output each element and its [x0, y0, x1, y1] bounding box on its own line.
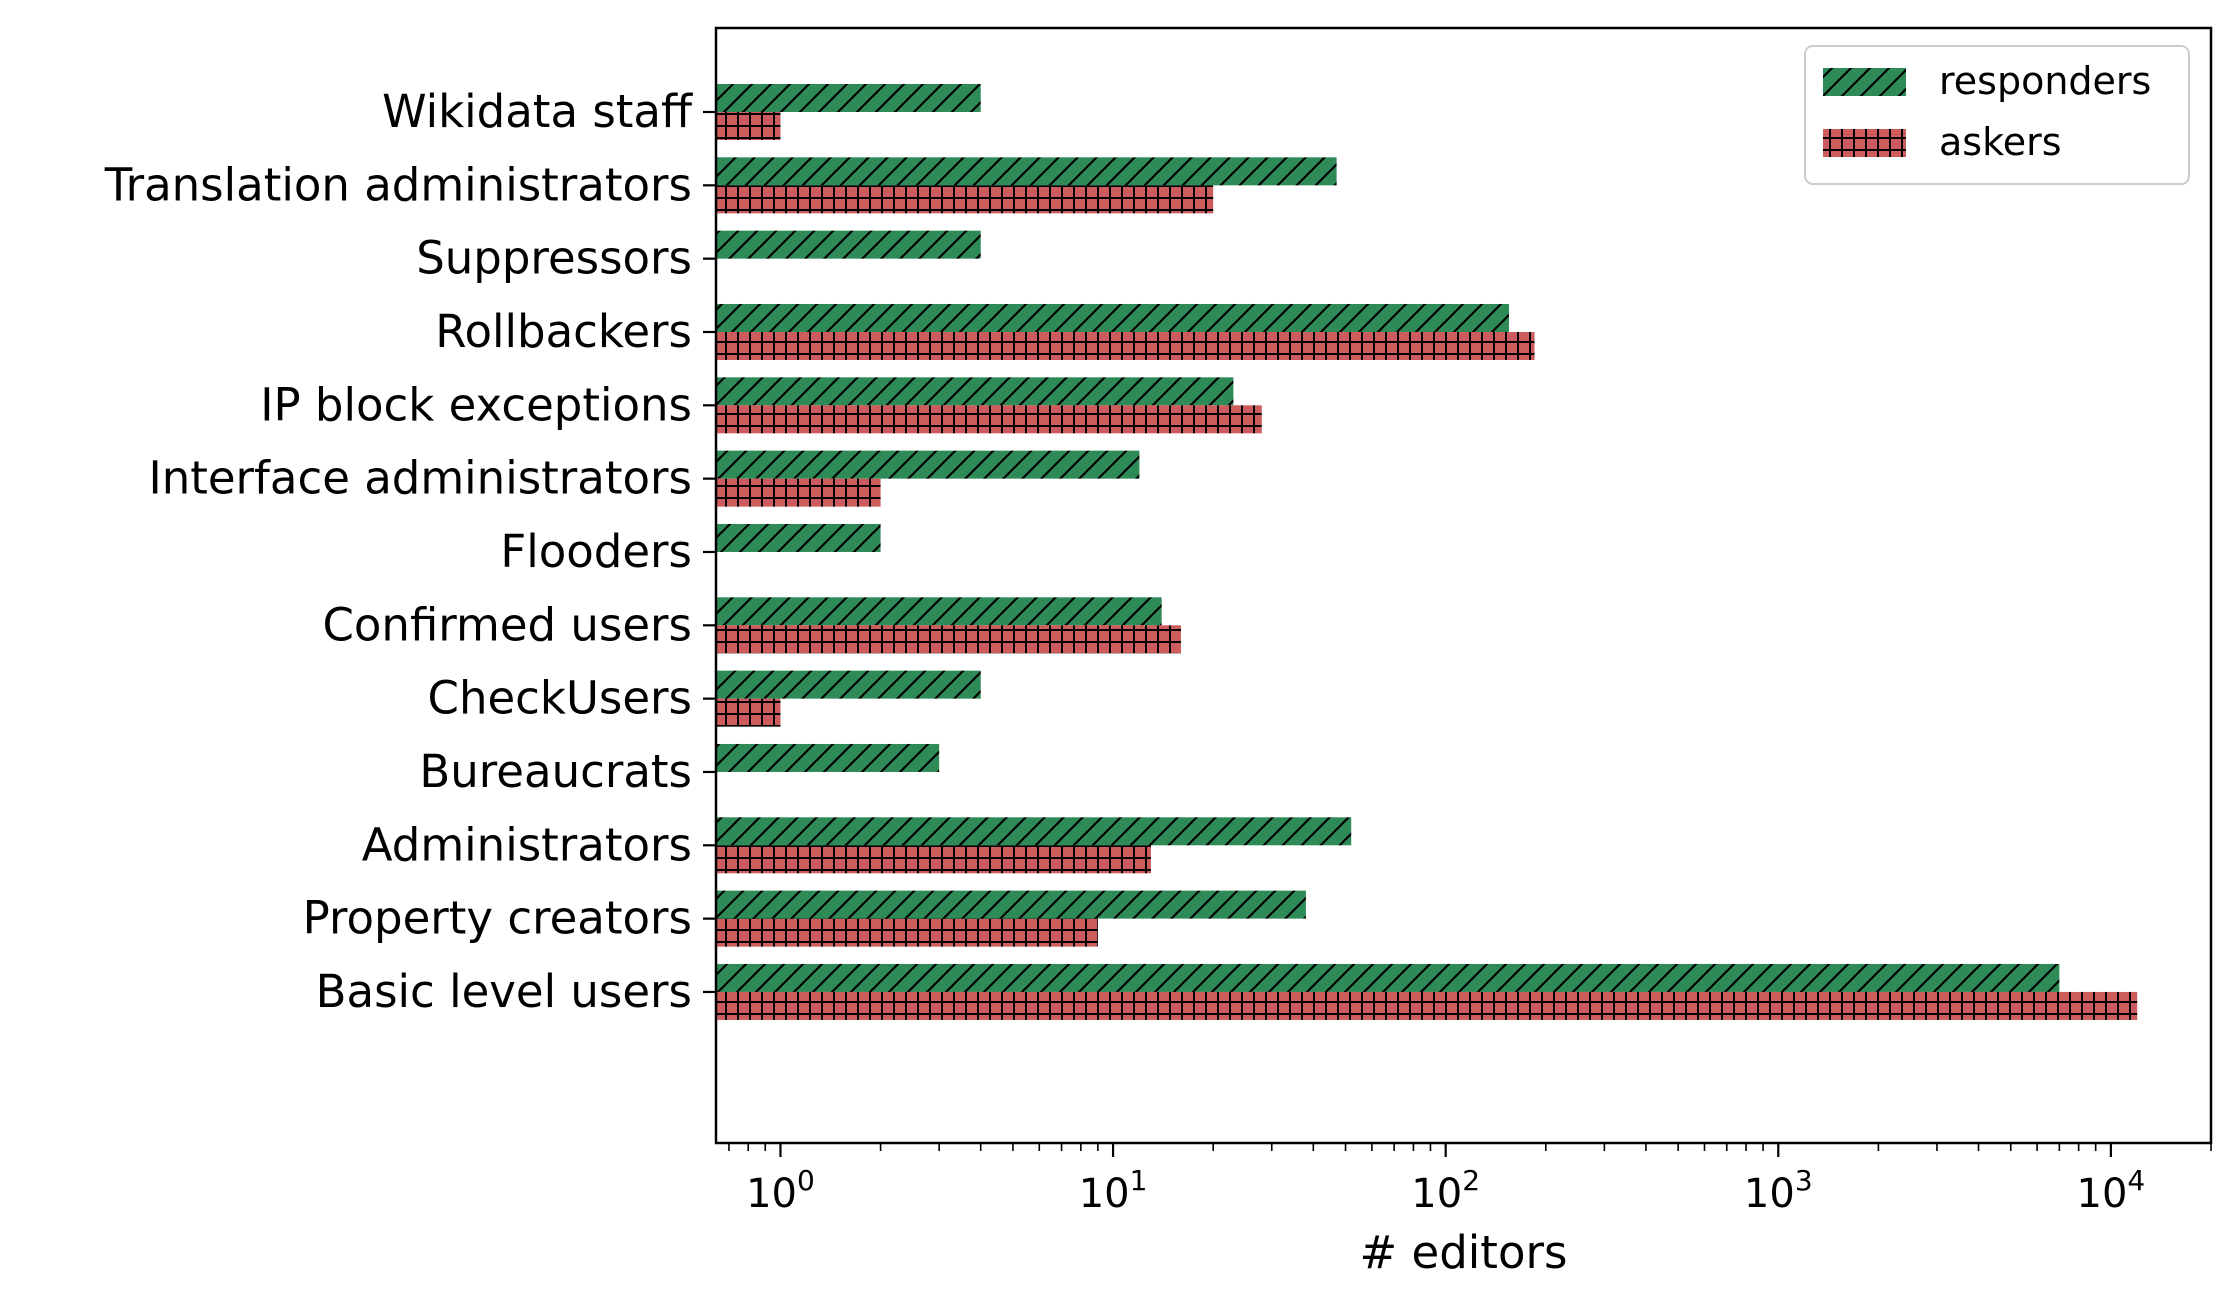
- legend: responders askers: [1804, 45, 2190, 185]
- bar-askers-basic-level-users: [716, 991, 2138, 1020]
- legend-label-responders: responders: [1939, 59, 2151, 103]
- y-tick-label: Property creators: [303, 892, 692, 945]
- y-tick-label: Bureaucrats: [419, 745, 692, 798]
- y-tick-label: Administrators: [362, 818, 692, 871]
- x-tick-label: 101: [1079, 1164, 1148, 1217]
- bar-askers-wikidata-staff: [716, 112, 781, 140]
- y-tick-label: Wikidata staff: [382, 85, 693, 138]
- x-tick-label: 104: [2077, 1164, 2146, 1217]
- legend-label-askers: askers: [1939, 120, 2062, 164]
- bar-responders-wikidata-staff: [716, 84, 981, 112]
- bar-askers-checkusers: [716, 698, 781, 727]
- legend-swatch-responders: [1823, 68, 1906, 96]
- bar-responders-confirmed-users: [716, 597, 1162, 626]
- bar-askers-ip-block-exceptions: [716, 405, 1262, 434]
- bar-askers-administrators: [716, 845, 1151, 874]
- y-tick-label: Rollbackers: [435, 305, 692, 358]
- bar-responders-ip-block-exceptions: [716, 377, 1234, 406]
- bar-askers-interface-administrators: [716, 478, 881, 507]
- bar-askers-rollbackers: [716, 331, 1535, 360]
- x-tick-label: 100: [746, 1164, 815, 1217]
- bar-askers-property-creators: [716, 918, 1098, 947]
- bar-askers-translation-administrators: [716, 185, 1214, 214]
- bar-responders-flooders: [716, 523, 881, 552]
- bar-responders-administrators: [716, 817, 1352, 846]
- y-tick-label: Flooders: [500, 525, 692, 578]
- y-tick-label: Suppressors: [416, 232, 692, 285]
- y-axis: Wikidata staff Translation administrators…: [104, 85, 716, 1018]
- bar-responders-property-creators: [716, 890, 1306, 919]
- y-tick-label: Interface administrators: [148, 452, 692, 505]
- y-tick-label: Translation administrators: [104, 158, 692, 211]
- y-tick-label: Basic level users: [316, 965, 692, 1018]
- bar-responders-basic-level-users: [716, 963, 2060, 992]
- bar-responders-bureaucrats: [716, 743, 940, 772]
- x-tick-label: 103: [1744, 1164, 1813, 1217]
- bar-askers-confirmed-users: [716, 625, 1181, 654]
- bar-responders-checkusers: [716, 670, 981, 699]
- legend-swatch-askers: [1823, 129, 1906, 157]
- bar-responders-interface-administrators: [716, 450, 1140, 479]
- bar-responders-translation-administrators: [716, 157, 1337, 186]
- bar-responders-suppressors: [716, 230, 981, 259]
- y-tick-label: CheckUsers: [428, 672, 692, 725]
- x-tick-label: 102: [1411, 1164, 1480, 1217]
- x-axis: 100 101 102 103 104: [728, 1143, 2212, 1217]
- plot-frame: [714, 26, 2213, 1145]
- y-tick-label: IP block exceptions: [260, 378, 692, 431]
- bars-layer: [716, 84, 2138, 1020]
- y-tick-label: Confirmed users: [322, 598, 692, 651]
- bar-responders-rollbackers: [716, 303, 1509, 332]
- x-axis-label: # editors: [1360, 1226, 1568, 1279]
